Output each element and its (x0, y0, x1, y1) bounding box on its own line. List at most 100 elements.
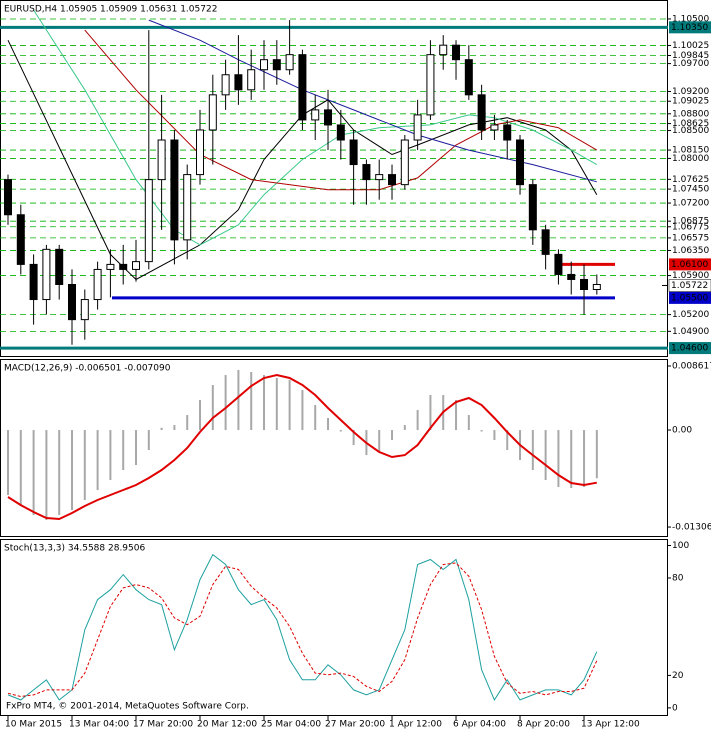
candle-body (132, 261, 141, 270)
candle-body (554, 253, 563, 275)
histogram-bar (19, 430, 22, 506)
candle-body (260, 59, 269, 71)
candle-body (375, 174, 384, 181)
x-tick-label: 10 Mar 2015 (5, 720, 62, 730)
y-tick-label: 1.07450 (672, 185, 709, 195)
histogram-bar (58, 430, 61, 516)
y-tick-label: 1.09200 (672, 87, 709, 97)
candle-body (196, 129, 205, 176)
y-tick-label: 1.09845 (672, 51, 709, 61)
y-tick-label: 100 (672, 541, 689, 551)
candle-body (336, 124, 345, 141)
candle-body (580, 278, 589, 291)
candle-body (464, 59, 473, 96)
candle-body (477, 94, 486, 131)
last-price-label: 1.05722 (671, 281, 708, 291)
level-label-box (669, 21, 711, 34)
candle-body (234, 74, 243, 91)
pane-border (0, 539, 668, 716)
histogram-bar (32, 430, 35, 516)
y-tick-label: 1.08150 (672, 146, 709, 156)
histogram-bar (314, 404, 317, 431)
candle-body (528, 184, 537, 231)
y-tick-label: 1.05900 (672, 271, 709, 281)
histogram-bar (263, 375, 266, 431)
histogram-bar (480, 430, 483, 432)
y-tick-label: 0.00 (672, 426, 692, 436)
level-label-box (669, 258, 711, 271)
candle-body (93, 268, 102, 301)
candle-body (439, 44, 448, 56)
x-tick-label: 17 Mar 20:00 (133, 720, 193, 730)
candle-body (183, 174, 192, 241)
histogram-bar (493, 430, 496, 441)
histogram-bar (288, 380, 291, 431)
candle-body (426, 54, 435, 116)
x-tick-label: 8 Apr 20:00 (517, 720, 570, 730)
histogram-bar (327, 417, 330, 431)
y-tick-label: 1.09700 (672, 59, 709, 69)
level-label: 1.04600 (671, 344, 708, 354)
histogram-bar (352, 430, 355, 446)
candle-body (324, 109, 333, 126)
level-label-box (669, 291, 711, 304)
histogram-bar (531, 430, 534, 470)
histogram-bar (557, 430, 560, 488)
indicator-line (7, 553, 598, 701)
histogram-bar (429, 395, 432, 431)
candle-body (285, 54, 294, 71)
candle-body (349, 139, 358, 166)
level-label: 1.05500 (671, 293, 708, 303)
candle-body (567, 273, 576, 280)
footer: FxPro MT4, © 2001-2014, MetaQuotes Softw… (6, 702, 249, 712)
histogram-bar (544, 430, 547, 481)
candle-body (170, 139, 179, 241)
histogram-bar (378, 430, 381, 453)
y-tick-label: 1.06350 (672, 246, 709, 256)
x-tick-label: 13 Mar 04:00 (69, 720, 129, 730)
histogram-bar (391, 430, 394, 441)
histogram-bar (583, 430, 586, 488)
y-tick-label: -0.013061 (672, 523, 711, 533)
pane-border (0, 359, 668, 537)
y-tick-label: 1.05200 (672, 310, 709, 320)
y-tick-label: 1.10500 (672, 14, 709, 24)
pane-title: EURUSD,H4 1.05905 1.05909 1.05631 1.0572… (4, 5, 217, 15)
histogram-bar (199, 400, 202, 431)
histogram-bar (186, 415, 189, 431)
histogram-bar (467, 415, 470, 431)
histogram-bar (83, 430, 86, 501)
histogram-bar (506, 430, 509, 451)
pane-title: MACD(12,26,9) -0.006501 -0.007090 (4, 364, 171, 374)
level-label: 1.06100 (671, 260, 708, 270)
candle-body (42, 248, 51, 301)
candle-body (157, 139, 166, 181)
y-tick-label: 1.06775 (672, 222, 709, 232)
histogram-bar (147, 430, 150, 451)
histogram-bar (301, 390, 304, 431)
histogram-bar (211, 385, 214, 431)
histogram-bar (403, 425, 406, 431)
candle-body (541, 229, 550, 255)
histogram-bar (45, 430, 48, 520)
y-tick-label: 1.08800 (672, 109, 709, 119)
y-tick-label: 1.08000 (672, 154, 709, 164)
candle-body (80, 299, 89, 321)
histogram-bar (339, 430, 342, 432)
pane-title: Stoch(13,3,3) 34.5588 28.9506 (4, 544, 145, 554)
indicator-line (7, 373, 597, 521)
candle-body (298, 54, 307, 121)
histogram-bar (135, 430, 138, 466)
candle-body (4, 179, 13, 216)
x-tick-label: 6 Apr 04:00 (453, 720, 506, 730)
y-tick-label: 0.008617 (672, 362, 711, 372)
candle-body (311, 109, 320, 121)
candle-body (452, 44, 461, 61)
last-price-box (668, 279, 711, 292)
candle-body (272, 59, 281, 71)
pane-border (0, 0, 668, 357)
candle-body (16, 214, 25, 265)
moving-average (148, 19, 597, 183)
candle-body (388, 174, 397, 186)
